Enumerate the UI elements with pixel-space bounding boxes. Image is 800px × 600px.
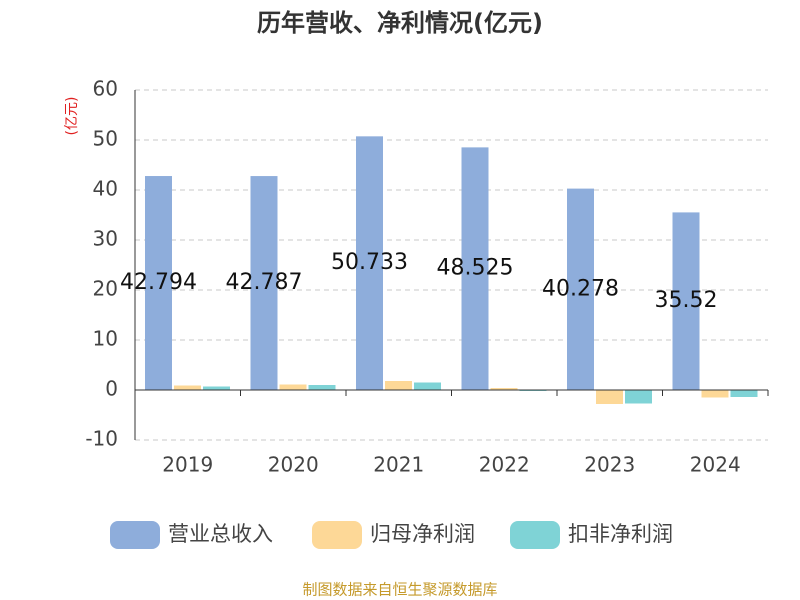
legend-label: 归母净利润 [370,522,475,546]
bar [625,390,652,404]
y-tick-label: 0 [105,377,118,401]
x-tick-label: 2022 [479,453,530,477]
data-label: 42.794 [120,270,197,295]
data-label: 35.52 [655,288,718,313]
chart-title: 历年营收、净利情况(亿元) [257,9,543,37]
y-tick-label: 50 [93,127,118,151]
x-tick-label: 2020 [268,453,319,477]
bar [461,147,489,390]
bar [145,176,172,390]
x-tick-label: 2019 [162,453,213,477]
bar [414,382,441,390]
x-tick-label: 2023 [584,453,635,477]
data-label: 48.525 [437,256,514,281]
y-tick-label: 40 [93,177,118,201]
x-tick-label: 2024 [690,453,741,477]
bar [567,188,594,390]
bar [490,388,518,390]
bar [174,385,201,390]
bar [279,384,307,390]
y-tick-label: 20 [93,277,118,301]
data-label: 50.733 [331,250,408,275]
y-tick-label: 10 [93,327,118,351]
legend-swatch [312,521,362,549]
bar [596,390,623,404]
y-axis-label: (亿元) [64,97,80,136]
data-label: 40.278 [542,276,619,301]
bar [730,390,758,397]
legend-swatch [510,521,560,549]
legend-swatch [110,521,160,549]
bar [385,381,412,390]
bar [308,385,336,390]
legend-label: 营业总收入 [168,522,273,546]
bar [672,212,700,390]
legend-label: 扣非净利润 [568,522,673,546]
y-tick-label: 60 [93,77,118,101]
x-tick-label: 2021 [373,453,424,477]
bar [356,136,383,390]
bar [250,176,278,390]
source-note: 制图数据来自恒生聚源数据库 [302,581,497,599]
bar [203,386,230,390]
y-tick-label: -10 [85,427,118,451]
y-tick-label: 30 [93,227,118,251]
data-label: 42.787 [226,270,303,295]
bar [701,390,729,398]
